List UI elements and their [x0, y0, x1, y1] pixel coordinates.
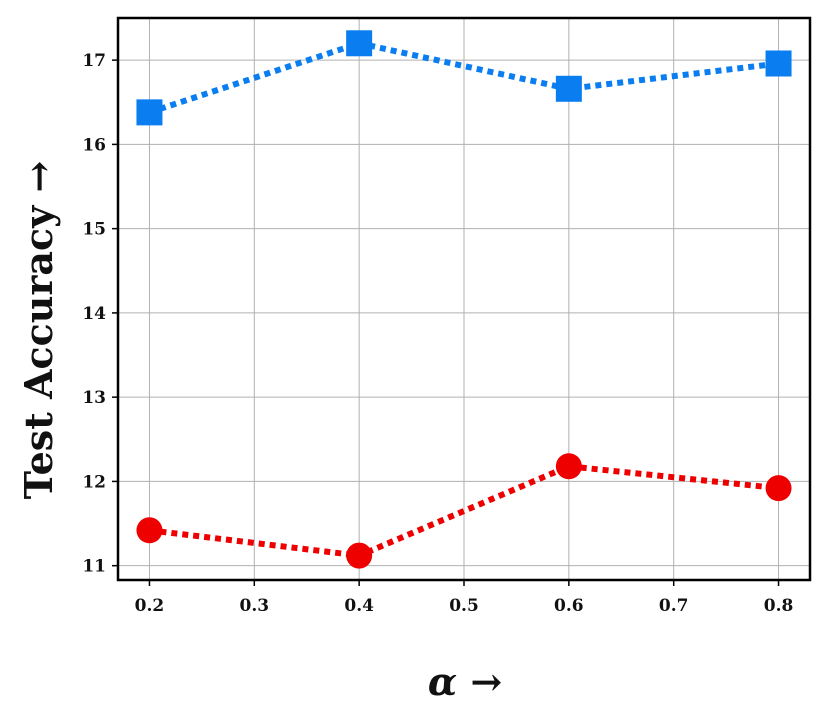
- data-point: [765, 50, 792, 77]
- y-tick-label: 15: [82, 220, 106, 240]
- y-tick-label: 16: [82, 135, 106, 155]
- x-tick-label: 0.6: [554, 596, 584, 616]
- x-tick-label: 0.7: [659, 596, 689, 616]
- data-point: [765, 475, 792, 502]
- series-line: [148, 40, 779, 116]
- data-point: [136, 517, 163, 544]
- axis-ticks: 0.2 0.3 0.4 0.5 0.6 0.7 0.8 11 12 13 14 15 16 17: [82, 51, 793, 616]
- y-axis-label: Test Accuracy →: [16, 161, 61, 500]
- x-tick-label: 0.5: [449, 596, 479, 616]
- x-tick-label: 0.2: [135, 596, 165, 616]
- y-tick-label: 12: [82, 472, 106, 492]
- y-tick-label: 14: [82, 304, 106, 324]
- data-point: [555, 75, 582, 102]
- series-layer: [136, 30, 792, 569]
- x-tick-label: 0.4: [344, 596, 374, 616]
- y-tick-label: 11: [82, 557, 106, 577]
- x-tick-label: 0.3: [240, 596, 270, 616]
- y-tick-label: 17: [82, 51, 106, 71]
- data-point: [346, 30, 373, 57]
- series-line: [149, 463, 779, 559]
- y-tick-label: 13: [82, 388, 106, 408]
- data-point: [136, 99, 163, 126]
- x-axis-label: α →: [428, 659, 502, 704]
- x-tick-label: 0.8: [764, 596, 794, 616]
- data-point: [346, 542, 373, 569]
- data-point: [555, 453, 582, 480]
- grid-lines: [118, 18, 810, 580]
